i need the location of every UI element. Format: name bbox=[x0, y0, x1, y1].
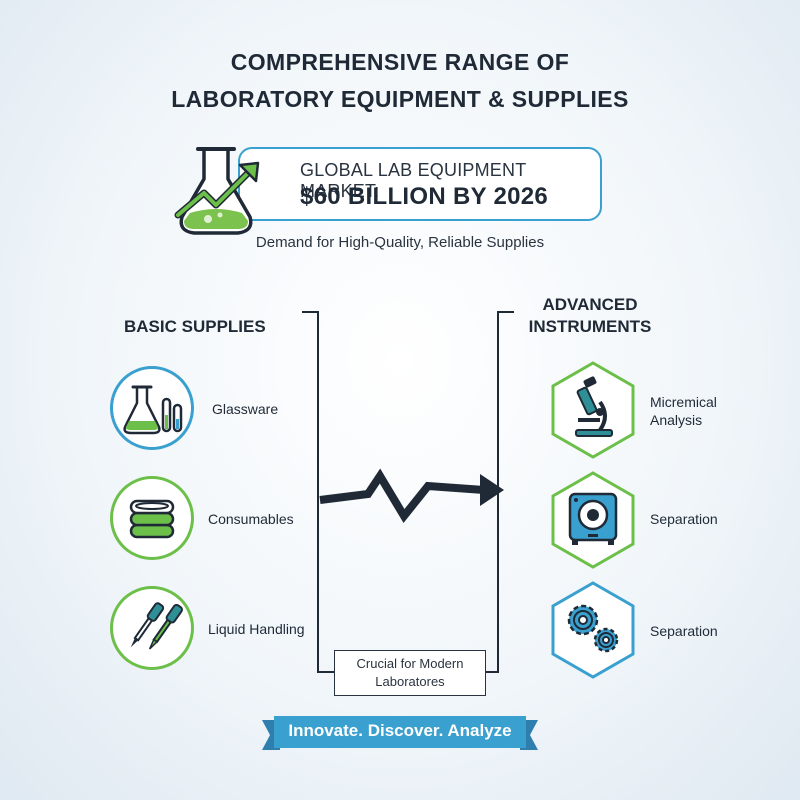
consumables-circle bbox=[110, 476, 194, 560]
centrifuge-hexagon bbox=[551, 471, 635, 569]
footer-note-line-2: Laboratores bbox=[375, 674, 445, 689]
zigzag-arrow bbox=[319, 468, 485, 523]
advanced-heading-line-1: ADVANCED bbox=[542, 295, 638, 314]
ribbon-banner bbox=[262, 716, 538, 750]
consumables-label: Consumables bbox=[208, 511, 294, 527]
demand-caption: Demand for High-Quality, Reliable Suppli… bbox=[255, 234, 545, 251]
liquid-handling-circle bbox=[110, 586, 194, 670]
footer-note-box: Crucial for Modern Laboratores bbox=[334, 650, 486, 696]
advanced-instruments-heading: ADVANCED INSTRUMENTS bbox=[520, 294, 660, 338]
gears-icon bbox=[567, 604, 619, 653]
liquid-handling-label: Liquid Handling bbox=[208, 621, 305, 637]
advanced-heading-line-2: INSTRUMENTS bbox=[528, 317, 652, 336]
glassware-label: Glassware bbox=[212, 401, 279, 417]
glassware-circle bbox=[110, 366, 194, 450]
separation-label-2: Separation bbox=[650, 623, 718, 639]
separation-label-1: Separation bbox=[650, 511, 718, 527]
micremical-analysis-label: Micremical Analysis bbox=[650, 393, 717, 429]
page-title: COMPREHENSIVE RANGE OF LABORATORY EQUIPM… bbox=[0, 44, 800, 118]
gears-hexagon bbox=[551, 581, 635, 679]
centrifuge-icon bbox=[568, 492, 618, 545]
title-line-2: LABORATORY EQUIPMENT & SUPPLIES bbox=[171, 86, 629, 112]
micremical-analysis-line-2: Analysis bbox=[650, 412, 703, 428]
basic-supplies-heading: BASIC SUPPLIES bbox=[124, 317, 266, 336]
flask-growth-icon bbox=[174, 147, 260, 235]
ribbon-text: Innovate. Discover. Analyze bbox=[288, 721, 512, 740]
microscope-hexagon bbox=[551, 361, 635, 459]
micremical-analysis-line-1: Micremical bbox=[650, 394, 717, 410]
pipette-icon bbox=[130, 602, 183, 650]
consumables-icon bbox=[129, 499, 175, 539]
market-value: $60 BILLION BY 2026 bbox=[300, 183, 549, 210]
glassware-icon bbox=[123, 385, 183, 435]
arrow-head bbox=[480, 474, 504, 506]
market-label: GLOBAL LAB EQUIPMENT MARKET: bbox=[300, 160, 527, 201]
left-bracket bbox=[302, 311, 334, 673]
footer-note-line-1: Crucial for Modern bbox=[356, 656, 464, 671]
title-line-1: COMPREHENSIVE RANGE OF bbox=[230, 49, 570, 75]
microscope-icon bbox=[575, 376, 613, 437]
